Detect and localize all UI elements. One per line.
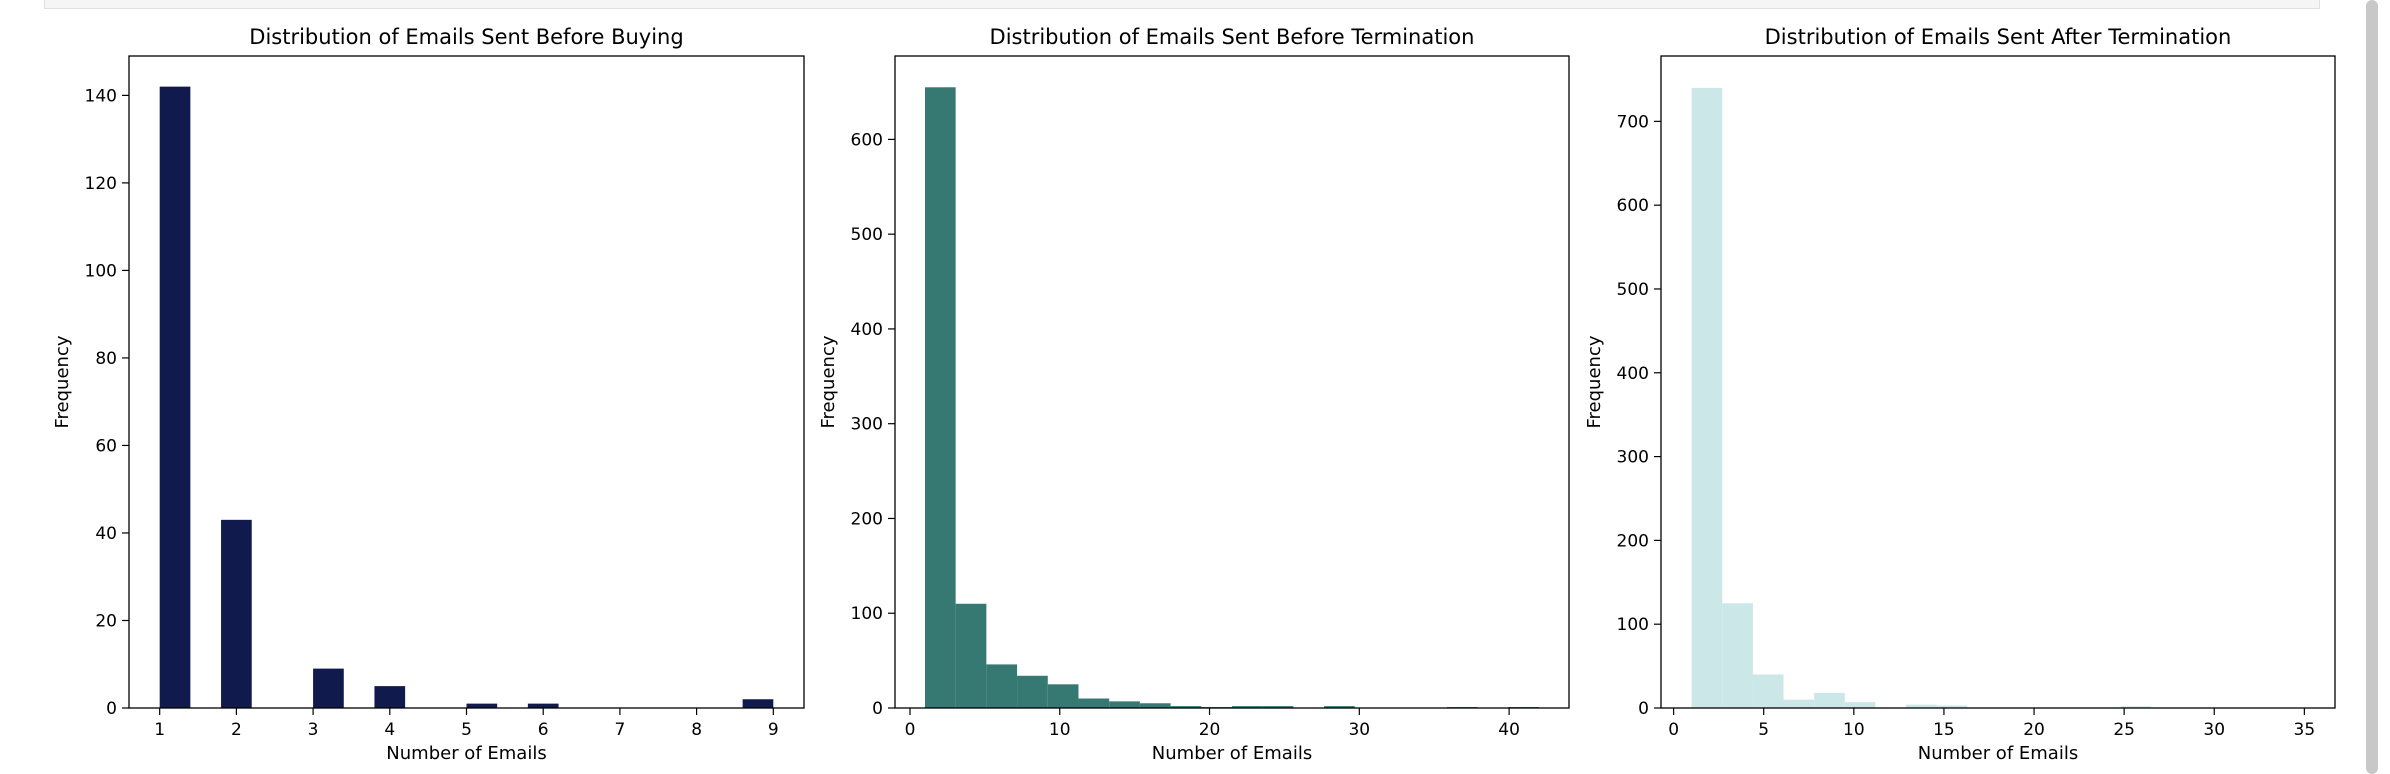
x-tick-label: 8 (691, 720, 702, 740)
histogram-bar (1906, 704, 1937, 708)
x-tick-label: 4 (384, 720, 395, 740)
y-tick-label: 0 (106, 699, 117, 719)
x-axis-label: Number of Emails (386, 743, 546, 764)
y-tick-label: 500 (1617, 280, 1649, 300)
x-axis-label: Number of Emails (1152, 743, 1312, 764)
x-tick-label: 1 (154, 720, 165, 740)
y-tick-label: 300 (1617, 448, 1649, 468)
histogram-bar (1722, 603, 1753, 708)
x-tick-label: 2 (231, 720, 242, 740)
y-tick-label: 600 (851, 130, 883, 150)
y-tick-label: 500 (851, 225, 883, 245)
x-axis-label: Number of Emails (1918, 743, 2078, 764)
y-tick-label: 400 (851, 320, 883, 340)
x-tick-label: 20 (2023, 720, 2045, 740)
histogram-bar (1691, 87, 1723, 708)
chart-title: Distribution of Emails Sent Before Termi… (990, 25, 1475, 49)
chart-panel-1: 1 2 3 4 5 6 7 8 9 0 20 40 60 80 100 120 140 Distribution … (52, 25, 805, 764)
x-tick-label: 20 (1199, 720, 1221, 740)
histogram-bar (313, 668, 344, 708)
x-tick-label: 7 (614, 720, 625, 740)
y-tick-label: 100 (1617, 615, 1649, 635)
y-tick-label: 0 (872, 699, 883, 719)
top-toolbar-strip (44, 0, 2320, 9)
x-tick-label: 6 (538, 720, 549, 740)
histogram-bar (221, 519, 252, 708)
histogram-bar (924, 87, 956, 708)
x-tick-label: 30 (2203, 720, 2225, 740)
histogram-bar (159, 86, 191, 709)
x-tick-label: 3 (308, 720, 319, 740)
histogram-bar (1078, 698, 1110, 708)
x-tick-label: 40 (1498, 720, 1520, 740)
y-tick-label: 700 (1617, 112, 1649, 132)
y-tick-label: 60 (95, 436, 117, 456)
y-tick-label: 100 (851, 604, 883, 624)
y-tick-label: 120 (85, 174, 117, 194)
x-tick-label: 0 (905, 720, 916, 740)
histogram-bar (466, 703, 498, 708)
histogram-bar (742, 699, 774, 708)
histogram-bar (1814, 692, 1845, 708)
plot-frame (894, 55, 1570, 709)
y-axis-label: Frequency (1584, 335, 1605, 428)
histogram-bar (1752, 674, 1784, 708)
x-tick-label: 0 (1668, 720, 1679, 740)
y-tick-label: 20 (95, 611, 117, 631)
histogram-bar (1047, 684, 1079, 708)
histogram-bar (986, 664, 1018, 708)
histogram-bar (1783, 699, 1815, 708)
y-axis-label: Frequency (818, 335, 839, 428)
y-tick-label: 400 (1617, 364, 1649, 384)
x-tick-label: 35 (2294, 720, 2316, 740)
y-axis-label: Frequency (52, 335, 73, 428)
histogram-bar (1324, 706, 1355, 708)
histogram-bar (1844, 702, 1876, 708)
y-tick-label: 0 (1638, 699, 1649, 719)
y-tick-label: 600 (1617, 196, 1649, 216)
x-tick-label: 10 (1049, 720, 1071, 740)
histogram-bar (2120, 706, 2152, 708)
y-tick-label: 140 (85, 86, 117, 106)
x-tick-label: 25 (2113, 720, 2135, 740)
y-tick-label: 80 (95, 349, 117, 369)
histogram-bar (1017, 675, 1048, 708)
histogram-bar (1109, 701, 1140, 708)
histogram-bar (527, 703, 559, 708)
x-tick-label: 30 (1348, 720, 1370, 740)
x-tick-label: 5 (1758, 720, 1769, 740)
x-tick-label: 5 (461, 720, 472, 740)
y-tick-label: 40 (95, 524, 117, 544)
x-tick-label: 9 (768, 720, 779, 740)
plot-frame (1660, 55, 2336, 709)
histogram-bar (374, 686, 406, 708)
x-tick-label: 10 (1843, 720, 1865, 740)
y-tick-label: 200 (851, 509, 883, 529)
y-tick-label: 200 (1617, 531, 1649, 551)
chart-title: Distribution of Emails Sent Before Buyin… (249, 25, 683, 49)
x-tick-label: 15 (1933, 720, 1955, 740)
histogram-bar (1170, 706, 1202, 708)
chart-panel-3: 0 5 10 15 20 25 30 35 0 100 200 300 400 500 600 700 Dist… (1584, 25, 2336, 764)
histogram-bar (1232, 706, 1263, 708)
histogram-bar (955, 603, 987, 708)
y-tick-label: 300 (851, 415, 883, 435)
chart-title: Distribution of Emails Sent After Termin… (1765, 25, 2232, 49)
y-tick-label: 100 (85, 261, 117, 281)
chart-panel-2: 0 10 20 30 400100200300400500600Distribution… (818, 25, 1570, 764)
histogram-bar (1936, 705, 1968, 708)
histogram-bar (1139, 703, 1171, 708)
scrollbar-thumb[interactable] (2366, 0, 2378, 774)
histogram-bar (1262, 706, 1294, 708)
